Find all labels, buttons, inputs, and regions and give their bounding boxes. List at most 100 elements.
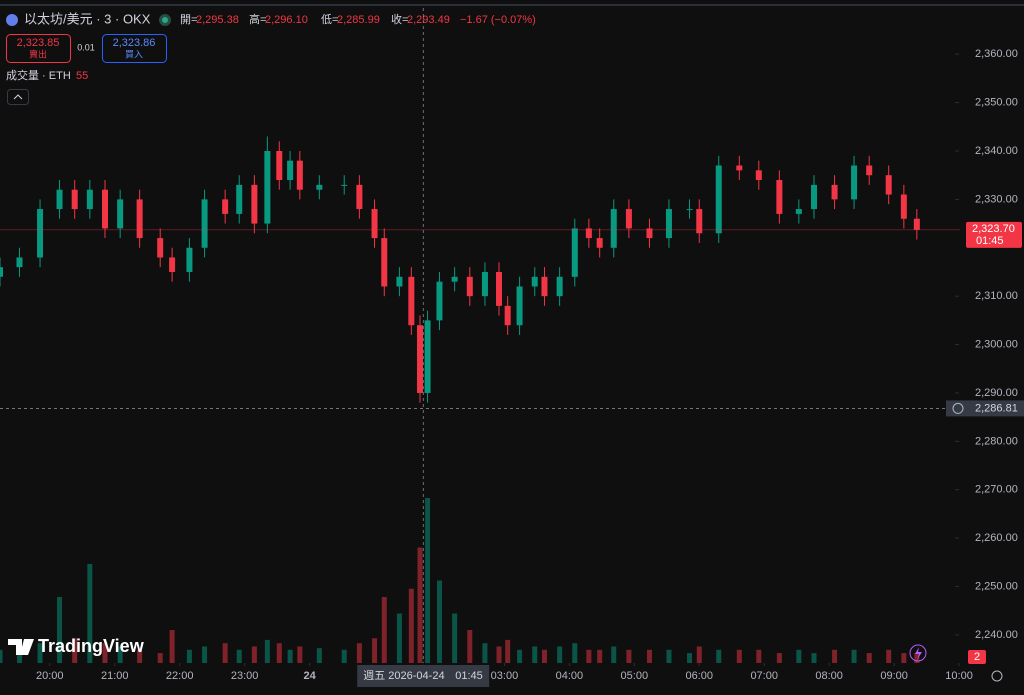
volume-bar [756,649,762,663]
volume-bar [425,498,431,663]
x-tick-label: 22:00 [166,670,194,682]
volume-legend: 成交量 · ETH [6,68,71,82]
candle-body [56,189,63,210]
volume-bar [417,547,423,663]
volume-bar [251,646,257,663]
candle-body [646,228,653,239]
volume-bar [914,653,920,663]
candle-body [101,189,108,229]
volume-bar [341,649,347,663]
candle-body [424,320,431,393]
candle-body [585,228,592,239]
ohlc-value: 2,285.99 [337,14,380,26]
y-tick-label: 2,340.00 [975,145,1018,157]
crosshair-date: 週五 2026-04-24 [363,669,444,682]
candle-body [356,184,363,210]
candle-body [913,218,920,230]
candle-body [610,209,617,248]
volume-bar [436,580,442,663]
lightning-bolt [915,647,922,660]
volume-bar [832,649,838,663]
volume-bar [851,649,857,663]
volume-bar [202,646,208,663]
candle-body [451,276,458,282]
candle-body [416,325,423,393]
sell-price: 2,323.85 [17,37,60,49]
x-tick-label: 07:00 [750,670,778,682]
volume-bar [72,638,78,663]
badge[interactable] [968,650,986,664]
candle-body [436,281,443,321]
candle-body [16,257,23,268]
candle-body [264,150,271,224]
volume-bar [517,649,523,663]
y-tick-label: 2,290.00 [975,387,1018,399]
candle-body [381,238,388,287]
x-tick-label: 05:00 [621,670,649,682]
volume-bar [372,638,378,663]
candle-body [541,276,548,297]
volume-bar [541,649,547,663]
candle-body [866,165,873,176]
candle-body [900,194,907,219]
y-tick-label: 2,270.00 [975,484,1018,496]
x-tick-label: 10:00 [945,670,973,682]
buy-button[interactable] [102,34,167,63]
collapse-button[interactable] [7,89,29,105]
sell-button[interactable] [6,34,71,63]
volume-bar [467,630,473,663]
volume-bar [396,613,402,663]
candle-body [811,184,818,210]
candle-body [736,165,743,171]
volume-bar [102,643,108,663]
candle-body [408,276,415,326]
buy-label: 買入 [125,49,143,59]
candle-body [37,209,44,258]
volume-bar [57,597,63,663]
candle-body [496,271,503,306]
ohlc-value: 2,295.38 [196,14,239,26]
volume-bar [611,646,617,663]
buy-price: 2,323.86 [113,37,156,49]
brand-logo [8,639,34,655]
volume-bar [496,646,502,663]
volume-bar [776,653,782,663]
ohlc-value: 2,296.10 [265,14,308,26]
candle-body [556,276,563,297]
volume-bar [297,646,303,663]
crosshair-time-box [357,665,490,687]
add-alert-icon[interactable] [952,402,964,414]
candle-body [831,184,838,200]
volume-bar [716,649,722,663]
volume-bar [0,649,3,663]
volume-bar [482,643,488,663]
candle-body [251,184,258,224]
candle-body [341,184,348,186]
candle-body [466,276,473,297]
candle-body [201,199,208,248]
volume-bar [356,643,362,663]
sell-label: 賣出 [29,48,47,59]
candle-body [371,209,378,239]
candle-body [625,209,632,229]
volume-bar [646,649,652,663]
candle-body [296,160,303,190]
candle-body [0,267,3,277]
candle-body [776,180,783,214]
countdown: 01:45 [976,235,1004,247]
badge-count: 2 [974,651,980,663]
ohlc-label: 開= [180,13,197,26]
settings-icon[interactable] [991,670,1003,682]
candle-body [169,257,176,272]
symbol[interactable]: 以太坊/美元 · 3 · OKX [24,11,151,26]
volume-bar [236,649,242,663]
lightning-icon[interactable] [909,644,927,662]
candle-body [686,209,693,211]
y-tick-label: 2,330.00 [975,193,1018,205]
candle-body [316,184,323,190]
x-tick-label: 06:00 [685,670,713,682]
volume-bar [316,648,322,663]
volume-bar [532,646,538,663]
candle-body [236,184,243,214]
y-tick-label: 2,240.00 [975,629,1018,641]
